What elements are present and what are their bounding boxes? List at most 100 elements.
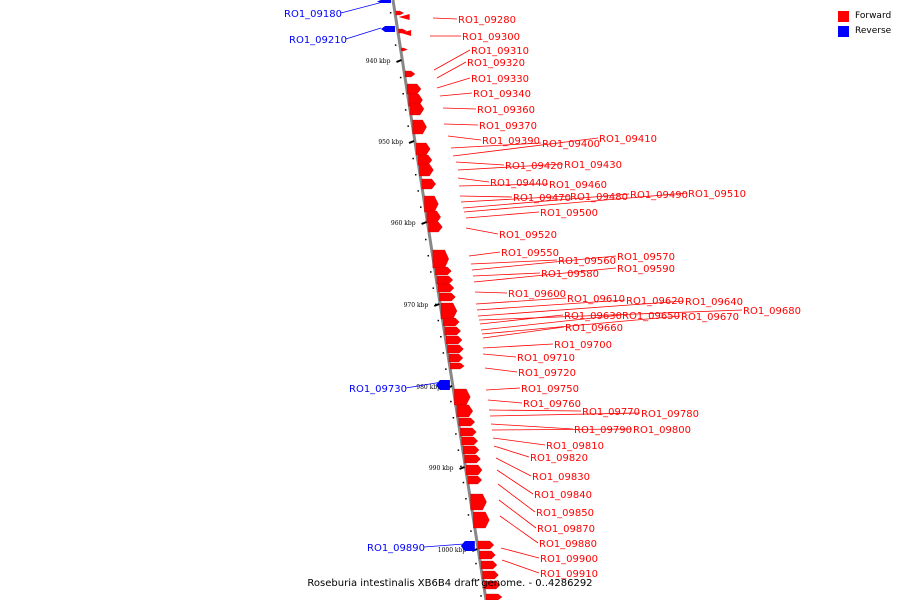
gene-leader-line bbox=[442, 107, 477, 110]
gene-label[interactable]: RO1_09340 bbox=[473, 89, 531, 100]
gene-forward-glyph bbox=[456, 404, 473, 418]
gene-label[interactable]: RO1_09810 bbox=[546, 441, 604, 452]
axis-tick-label: 1000 kbp bbox=[438, 547, 467, 554]
gene-label[interactable]: RO1_09440 bbox=[490, 178, 548, 189]
gene-label[interactable]: RO1_09410 bbox=[599, 134, 657, 145]
gene-label[interactable]: RO1_09560 bbox=[558, 256, 616, 267]
gene-leader-line bbox=[455, 161, 505, 166]
gene-forward-glyph bbox=[421, 178, 436, 190]
gene-leader-line bbox=[484, 367, 518, 373]
gene-label[interactable]: RO1_09400 bbox=[542, 139, 600, 150]
gene-label[interactable]: RO1_09760 bbox=[523, 399, 581, 410]
minor-tick bbox=[412, 157, 414, 160]
gene-label[interactable]: RO1_09750 bbox=[521, 384, 579, 395]
gene-label[interactable]: RO1_09850 bbox=[536, 508, 594, 519]
minor-tick bbox=[435, 303, 437, 306]
gene-label[interactable]: RO1_09310 bbox=[471, 46, 529, 57]
gene-label[interactable]: RO1_09460 bbox=[549, 180, 607, 191]
gene-label[interactable]: RO1_09820 bbox=[530, 453, 588, 464]
gene-label[interactable]: RO1_09730 bbox=[349, 384, 407, 395]
gene-leader-line bbox=[472, 272, 541, 277]
gene-label[interactable]: RO1_09830 bbox=[532, 472, 590, 483]
gene-label[interactable]: RO1_09520 bbox=[499, 230, 557, 241]
gene-label[interactable]: RO1_09670 bbox=[681, 312, 739, 323]
minor-tick bbox=[437, 319, 440, 322]
gene-label[interactable]: RO1_09370 bbox=[479, 121, 537, 132]
gene-reverse-glyph bbox=[377, 0, 391, 3]
gene-label[interactable]: RO1_09430 bbox=[564, 160, 622, 171]
gene-forward-glyph bbox=[479, 550, 496, 560]
gene-label[interactable]: RO1_09660 bbox=[565, 323, 623, 334]
gene-leader-line bbox=[470, 259, 558, 265]
leader-layer bbox=[340, 1, 743, 574]
gene-leader-line bbox=[488, 409, 582, 412]
gene-leader-line bbox=[457, 163, 564, 171]
minor-tick bbox=[407, 125, 409, 127]
gene-label[interactable]: RO1_09610 bbox=[567, 294, 625, 305]
gene-label[interactable]: RO1_09770 bbox=[582, 407, 640, 418]
gene-leader-line bbox=[498, 499, 537, 529]
gene-label[interactable]: RO1_09470 bbox=[513, 193, 571, 204]
gene-leader-line bbox=[475, 297, 567, 305]
gene-label[interactable]: RO1_09360 bbox=[477, 105, 535, 116]
minor-tick bbox=[430, 271, 432, 273]
gene-label[interactable]: RO1_09870 bbox=[537, 524, 595, 535]
gene-label[interactable]: RO1_09910 bbox=[540, 569, 598, 580]
gene-reverse-glyph bbox=[460, 541, 475, 551]
gene-forward-glyph bbox=[448, 353, 464, 363]
gene-label[interactable]: RO1_09620 bbox=[626, 296, 684, 307]
axis-tick bbox=[433, 303, 440, 307]
gene-label[interactable]: RO1_09880 bbox=[539, 539, 597, 550]
gene-label[interactable]: RO1_09180 bbox=[284, 9, 342, 20]
gene-forward-glyph bbox=[470, 493, 487, 511]
gene-layer bbox=[377, 0, 503, 600]
minor-tick bbox=[414, 174, 417, 176]
gene-leader-line bbox=[458, 183, 549, 187]
gene-label[interactable]: RO1_09700 bbox=[554, 340, 612, 351]
gene-label[interactable]: RO1_09390 bbox=[482, 136, 540, 147]
gene-label[interactable]: RO1_09800 bbox=[633, 425, 691, 436]
gene-label[interactable]: RO1_09650 bbox=[622, 311, 680, 322]
gene-forward-glyph bbox=[444, 326, 461, 336]
gene-label[interactable]: RO1_09320 bbox=[467, 58, 525, 69]
gene-label[interactable]: RO1_09790 bbox=[574, 425, 632, 436]
gene-leader-line bbox=[485, 387, 521, 391]
gene-leader-line bbox=[465, 227, 499, 235]
gene-label[interactable]: RO1_09330 bbox=[471, 74, 529, 85]
minor-tick bbox=[397, 60, 399, 63]
minor-tick bbox=[419, 206, 422, 208]
gene-label[interactable]: RO1_09680 bbox=[743, 306, 801, 317]
minor-tick bbox=[445, 368, 447, 370]
gene-label[interactable]: RO1_09300 bbox=[462, 32, 520, 43]
gene-label[interactable]: RO1_09840 bbox=[534, 490, 592, 501]
gene-forward-glyph bbox=[440, 302, 458, 320]
gene-label[interactable]: RO1_09710 bbox=[517, 353, 575, 364]
gene-label[interactable]: RO1_09640 bbox=[685, 297, 743, 308]
gene-leader-line bbox=[468, 251, 501, 257]
legend-label-reverse: Reverse bbox=[855, 26, 892, 36]
axis-tick-label: 970 kbp bbox=[404, 302, 429, 309]
gene-label[interactable]: RO1_09570 bbox=[617, 252, 675, 263]
gene-label[interactable]: RO1_09500 bbox=[540, 208, 598, 219]
gene-label[interactable]: RO1_09490 bbox=[630, 190, 688, 201]
gene-leader-line bbox=[481, 315, 681, 335]
gene-leader-line bbox=[471, 255, 617, 271]
gene-label[interactable]: RO1_09480 bbox=[570, 192, 628, 203]
gene-label[interactable]: RO1_09420 bbox=[505, 161, 563, 172]
gene-label[interactable]: RO1_09280 bbox=[458, 15, 516, 26]
gene-leader-line bbox=[436, 77, 471, 89]
gene-label[interactable]: RO1_09780 bbox=[641, 409, 699, 420]
gene-forward-glyph bbox=[485, 593, 503, 600]
gene-label[interactable]: RO1_09510 bbox=[688, 189, 746, 200]
gene-label[interactable]: RO1_09590 bbox=[617, 264, 675, 275]
gene-label[interactable]: RO1_09580 bbox=[541, 269, 599, 280]
gene-label[interactable]: RO1_09900 bbox=[540, 554, 598, 565]
gene-label[interactable]: RO1_09890 bbox=[367, 543, 425, 554]
gene-label[interactable]: RO1_09600 bbox=[508, 289, 566, 300]
gene-label[interactable]: RO1_09550 bbox=[501, 248, 559, 259]
gene-label[interactable]: RO1_09720 bbox=[518, 368, 576, 379]
minor-tick bbox=[427, 255, 430, 257]
gene-label[interactable]: RO1_09630 bbox=[564, 311, 622, 322]
minor-tick bbox=[442, 352, 445, 354]
gene-label[interactable]: RO1_09210 bbox=[289, 35, 347, 46]
